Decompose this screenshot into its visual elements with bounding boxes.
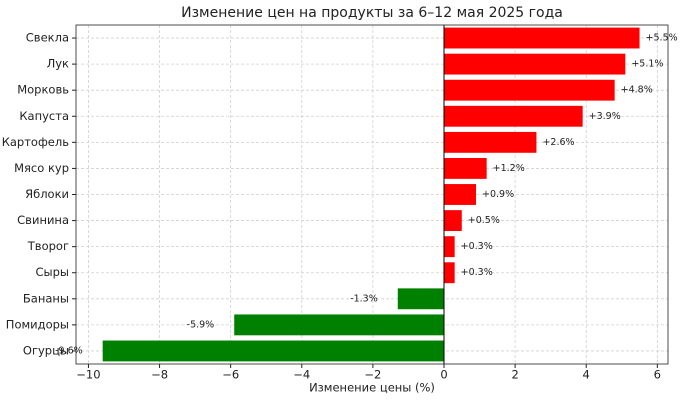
bar [444,79,615,101]
value-label: +5.1% [631,59,663,70]
x-tick-label: 6 [654,368,661,382]
x-tick-label: −8 [151,368,168,382]
x-tick-label: −10 [76,368,100,382]
y-tick-label: Помидоры [6,317,69,331]
bar [444,105,583,127]
y-tick-label: Свинина [17,213,69,227]
grid [76,25,668,364]
bar [397,288,444,310]
x-tick-label: 0 [440,368,447,382]
value-label: +1.2% [493,163,525,174]
bar [444,184,476,205]
y-tick-label: Мясо кур [14,161,69,175]
x-tick-label: −2 [364,368,381,382]
y-tick-label: Яблоки [25,187,69,201]
bar [444,53,626,75]
y-tick-label: Бананы [23,291,69,305]
plot-frame [75,24,669,365]
bar [444,262,455,284]
value-label: +3.9% [589,111,621,122]
y-tick-label: Свекла [26,31,69,45]
y-tick-label: Сыры [36,265,70,279]
value-label: -5.9% [187,319,215,330]
y-tick-label: Капуста [19,109,69,123]
y-tick-label: Лук [47,57,69,71]
x-tick-label: 4 [583,368,590,382]
value-label: +0.5% [468,215,500,226]
bar [444,27,640,49]
value-label: +5.5% [646,33,678,44]
y-tick-label: Картофель [2,135,70,149]
bar [444,157,487,179]
chart-title: Изменение цен на продукты за 6–12 мая 20… [181,5,563,21]
y-tick-label: Морковь [17,83,69,97]
bar [444,131,537,153]
value-label: +4.8% [621,85,653,96]
value-label: +0.9% [482,189,514,200]
value-label: -1.3% [350,293,378,304]
bar [234,314,444,336]
x-tick-label: 2 [511,368,518,382]
x-tick-label: −4 [293,368,310,382]
y-tick-label: Огурцы [23,343,69,357]
bar [102,340,445,362]
bar [444,236,455,258]
value-label: +0.3% [461,267,493,278]
bar [444,210,462,232]
x-tick-label: −6 [222,368,239,382]
y-tick-label: Творог [27,239,69,253]
value-label: -9.6% [55,345,83,356]
value-label: +0.3% [461,241,493,252]
value-label: +2.6% [542,137,574,148]
x-axis-label: Изменение цены (%) [309,381,435,395]
